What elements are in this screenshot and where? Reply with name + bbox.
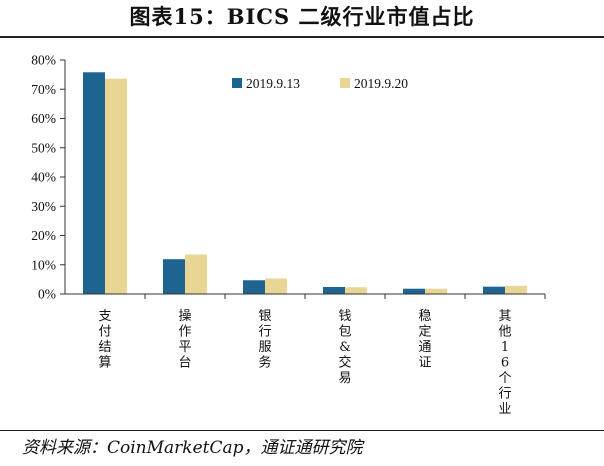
legend-label: 2019.9.20 bbox=[354, 76, 408, 91]
bar-2019-9-20-4 bbox=[425, 288, 447, 294]
title-divider bbox=[0, 36, 604, 38]
legend-swatch bbox=[340, 78, 350, 88]
bar-2019-9-13-0 bbox=[83, 72, 105, 294]
bar-series bbox=[83, 72, 527, 294]
figure-title: 图表15：BICS 二级行业市值占比 bbox=[129, 4, 475, 29]
y-tick-label: 30% bbox=[31, 199, 56, 214]
y-tick-label: 10% bbox=[31, 257, 56, 272]
bar-2019-9-20-0 bbox=[105, 78, 127, 294]
x-category-label: 钱包&交易 bbox=[338, 309, 351, 386]
y-tick-label: 50% bbox=[31, 140, 56, 155]
bar-2019-9-13-5 bbox=[483, 286, 505, 294]
bar-2019-9-13-3 bbox=[323, 286, 345, 294]
y-tick-label: 80% bbox=[31, 53, 56, 68]
legend: 2019.9.13 2019.9.20 bbox=[232, 76, 408, 91]
y-axis-ticks: 0% 10% 20% 30% 40% 50% 60% 70% 80% bbox=[31, 53, 65, 302]
bar-2019-9-13-1 bbox=[163, 259, 185, 294]
y-tick-label: 70% bbox=[31, 82, 56, 97]
x-category-label: 稳定通证 bbox=[418, 308, 431, 371]
y-tick-label: 40% bbox=[31, 170, 56, 185]
y-tick-label: 0% bbox=[38, 287, 56, 302]
x-category-label: 支付结算 bbox=[98, 309, 111, 371]
y-tick-label: 20% bbox=[31, 228, 56, 243]
x-category-label: 银行服务 bbox=[258, 309, 271, 371]
y-tick-label: 60% bbox=[31, 111, 56, 126]
source-note: 资料来源：CoinMarketCap，通证通研究院 bbox=[22, 438, 363, 458]
axes bbox=[64, 60, 546, 299]
bar-2019-9-20-5 bbox=[505, 285, 527, 294]
bar-2019-9-13-4 bbox=[403, 288, 425, 294]
bar-2019-9-20-1 bbox=[185, 254, 207, 294]
source-divider bbox=[0, 430, 604, 431]
bar-chart: 0% 10% 20% 30% 40% 50% 60% 70% 80% 支付结算 操作平台 银行服务 钱… bbox=[31, 53, 546, 417]
bar-2019-9-13-2 bbox=[243, 280, 265, 294]
x-axis-labels: 支付结算 操作平台 银行服务 钱包&交易 稳定通证 其他 1 6 个行业 bbox=[98, 308, 511, 417]
bar-2019-9-20-2 bbox=[265, 278, 287, 294]
bar-2019-9-20-3 bbox=[345, 287, 367, 294]
legend-label: 2019.9.13 bbox=[246, 76, 300, 91]
x-category-label: 操作平台 bbox=[178, 308, 191, 371]
legend-swatch bbox=[232, 78, 242, 88]
x-category-label: 其他 1 6 个行业 bbox=[498, 309, 511, 417]
